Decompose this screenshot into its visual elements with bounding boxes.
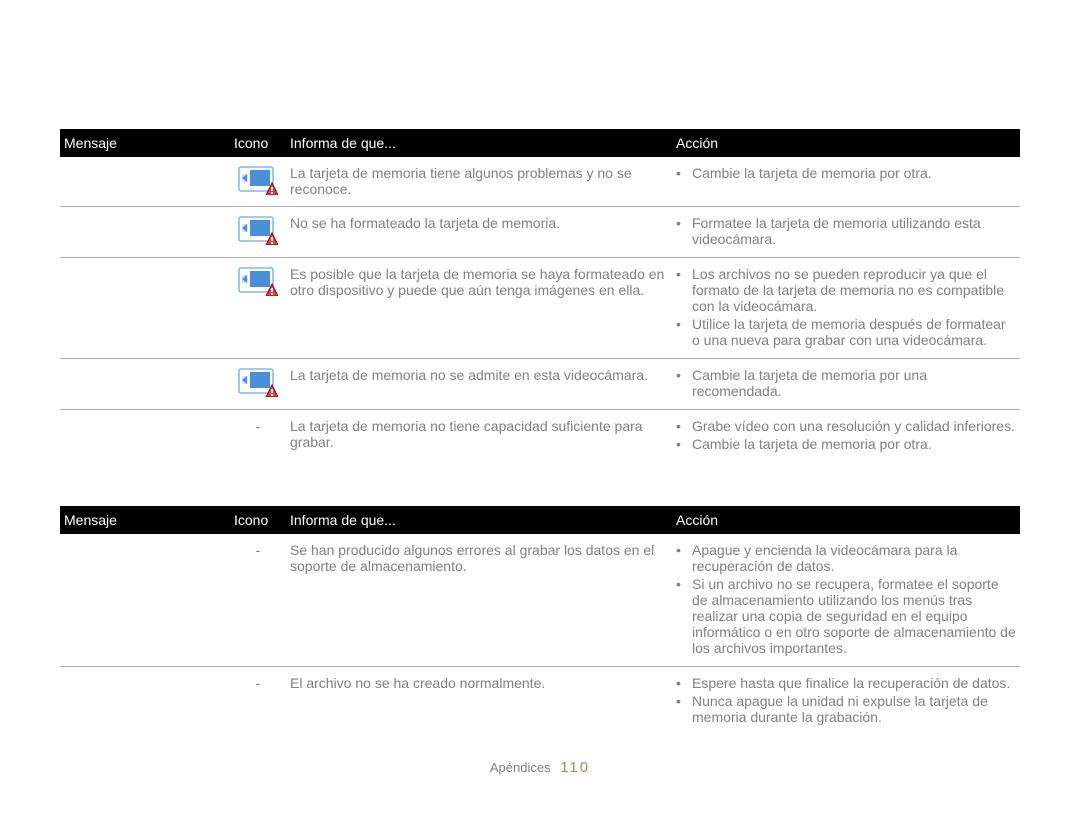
memory-card-warning-icon	[238, 215, 278, 248]
description-cell: Se han producido algunos errores al grab…	[286, 534, 672, 667]
action-item: Cambie la tarjeta de memoria por una rec…	[676, 367, 1016, 399]
action-cell: Grabe vídeo con una resolución y calidad…	[672, 410, 1020, 462]
message-cell	[60, 207, 230, 258]
action-item: Los archivos no se pueden reproducir ya …	[676, 266, 1016, 314]
memory-card-warning-icon	[238, 165, 278, 198]
action-cell: Apague y encienda la videocámara para la…	[672, 534, 1020, 667]
icon-cell	[230, 207, 286, 258]
recording-section: Mensaje Icono Informa de que... Acción -…	[60, 506, 1020, 735]
action-item: Utilice la tarjeta de memoria después de…	[676, 316, 1016, 348]
icon-cell: -	[230, 534, 286, 667]
storage-table-body: La tarjeta de memoria tiene algunos prob…	[60, 157, 1020, 462]
no-icon-dash: -	[256, 542, 261, 558]
table-header-row: Mensaje Icono Informa de que... Acción	[60, 129, 1020, 157]
icon-cell	[230, 258, 286, 359]
table-row: La tarjeta de memoria tiene algunos prob…	[60, 157, 1020, 207]
storage-media-section: Mensaje Icono Informa de que... Acción L…	[60, 129, 1020, 462]
footer-page-number: 110	[560, 759, 590, 776]
document-page: Mensaje Icono Informa de que... Acción L…	[0, 0, 1080, 796]
action-cell: Cambie la tarjeta de memoria por otra.	[672, 157, 1020, 207]
table-row: La tarjeta de memoria no se admite en es…	[60, 359, 1020, 410]
storage-table: Mensaje Icono Informa de que... Acción L…	[60, 129, 1020, 462]
action-item: Cambie la tarjeta de memoria por otra.	[676, 436, 1016, 452]
action-item: Nunca apague la unidad ni expulse la tar…	[676, 693, 1016, 725]
icon-cell: -	[230, 410, 286, 462]
footer-label: Apéndices	[490, 760, 551, 775]
action-cell: Formatee la tarjeta de memoria utilizand…	[672, 207, 1020, 258]
table-row: No se ha formateado la tarjeta de memori…	[60, 207, 1020, 258]
table-row: - La tarjeta de memoria no tiene capacida…	[60, 410, 1020, 462]
action-cell: Espere hasta que finalice la recuperació…	[672, 667, 1020, 735]
action-item: Apague y encienda la videocámara para la…	[676, 542, 1016, 574]
col-icon: Icono	[230, 129, 286, 157]
action-cell: Cambie la tarjeta de memoria por una rec…	[672, 359, 1020, 410]
col-icon: Icono	[230, 506, 286, 534]
action-item: Cambie la tarjeta de memoria por otra.	[676, 165, 1016, 181]
message-cell	[60, 534, 230, 667]
table-header-row: Mensaje Icono Informa de que... Acción	[60, 506, 1020, 534]
description-cell: Es posible que la tarjeta de memoria se …	[286, 258, 672, 359]
action-item: Si un archivo no se recupera, formatee e…	[676, 576, 1016, 656]
no-icon-dash: -	[256, 418, 261, 434]
recording-table: Mensaje Icono Informa de que... Acción -…	[60, 506, 1020, 735]
no-icon-dash: -	[256, 675, 261, 691]
message-cell	[60, 667, 230, 735]
col-action: Acción	[672, 129, 1020, 157]
memory-card-warning-icon	[238, 266, 278, 299]
description-cell: No se ha formateado la tarjeta de memori…	[286, 207, 672, 258]
col-informa: Informa de que...	[286, 506, 672, 534]
col-message: Mensaje	[60, 506, 230, 534]
table-row: - El archivo no se ha creado normalmente.…	[60, 667, 1020, 735]
description-cell: La tarjeta de memoria no tiene capacidad…	[286, 410, 672, 462]
col-action: Acción	[672, 506, 1020, 534]
table-row: Es posible que la tarjeta de memoria se …	[60, 258, 1020, 359]
action-cell: Los archivos no se pueden reproducir ya …	[672, 258, 1020, 359]
icon-cell	[230, 157, 286, 207]
col-informa: Informa de que...	[286, 129, 672, 157]
action-item: Espere hasta que finalice la recuperació…	[676, 675, 1016, 691]
message-cell	[60, 157, 230, 207]
page-footer: Apéndices 110	[60, 759, 1020, 776]
recording-table-body: - Se han producido algunos errores al gra…	[60, 534, 1020, 735]
icon-cell: -	[230, 667, 286, 735]
description-cell: La tarjeta de memoria tiene algunos prob…	[286, 157, 672, 207]
message-cell	[60, 359, 230, 410]
col-message: Mensaje	[60, 129, 230, 157]
page-title-area	[60, 60, 1020, 125]
message-cell	[60, 258, 230, 359]
action-item: Formatee la tarjeta de memoria utilizand…	[676, 215, 1016, 247]
action-item: Grabe vídeo con una resolución y calidad…	[676, 418, 1016, 434]
description-cell: El archivo no se ha creado normalmente.	[286, 667, 672, 735]
table-row: - Se han producido algunos errores al gra…	[60, 534, 1020, 667]
description-cell: La tarjeta de memoria no se admite en es…	[286, 359, 672, 410]
memory-card-warning-icon	[238, 367, 278, 400]
message-cell	[60, 410, 230, 462]
icon-cell	[230, 359, 286, 410]
